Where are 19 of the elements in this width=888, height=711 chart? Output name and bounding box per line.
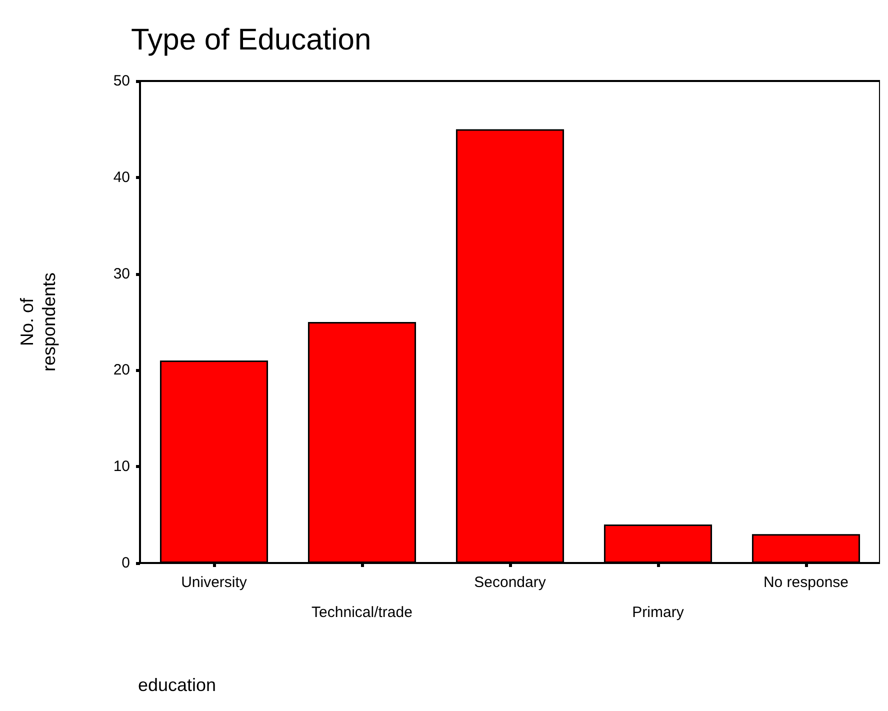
y-tick-label: 40 xyxy=(113,168,130,186)
y-tick-label: 10 xyxy=(113,458,130,476)
bar xyxy=(456,129,564,563)
bar xyxy=(308,322,416,563)
bar xyxy=(604,524,712,563)
chart-title: Type of Education xyxy=(131,24,372,56)
y-axis-title: No. of respondents xyxy=(17,272,59,372)
y-tick-label: 20 xyxy=(113,362,130,379)
y-tick-label: 30 xyxy=(113,265,130,282)
bar xyxy=(160,360,268,563)
x-tick-label: Secondary xyxy=(474,574,546,591)
x-tick-label: University xyxy=(181,574,248,591)
x-tick-label: Primary xyxy=(632,604,684,621)
x-tick-label: Technical/trade xyxy=(312,604,412,621)
x-axis-title: education xyxy=(138,675,216,695)
y-tick-label: 0 xyxy=(122,554,130,572)
bar xyxy=(752,534,860,563)
x-tick-label: No response xyxy=(763,574,849,591)
y-tick-label: 50 xyxy=(113,72,130,90)
